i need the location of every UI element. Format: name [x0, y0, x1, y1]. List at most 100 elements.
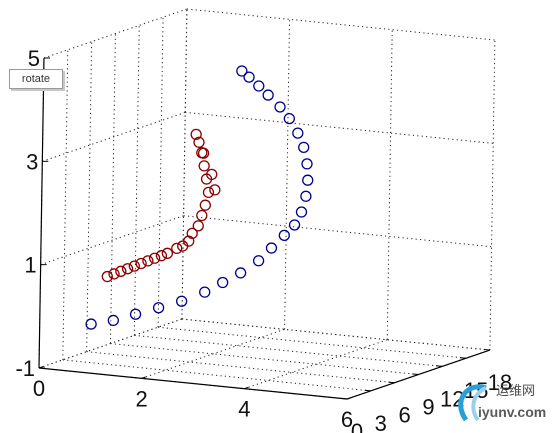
data-point [107, 314, 119, 327]
grid-line [134, 334, 443, 367]
x-tick-label: 6 [341, 407, 353, 432]
grid-line [62, 49, 69, 360]
grid-line [109, 33, 116, 344]
y-tick-label: 18 [488, 370, 512, 395]
watermark-url-text: iyunv.com [478, 404, 547, 420]
data-point [265, 242, 278, 254]
data-point [209, 184, 221, 196]
data-point [252, 255, 265, 267]
data-point [196, 209, 208, 222]
grid-line [386, 29, 393, 340]
data-point [217, 276, 229, 289]
watermark-logo-icon [458, 384, 487, 422]
z-tick-label: 3 [26, 149, 38, 174]
data-point [292, 127, 304, 139]
data-point [142, 255, 154, 267]
data-point [193, 136, 205, 148]
data-point [129, 308, 142, 320]
z-tick-label: 5 [28, 46, 40, 71]
data-point [175, 295, 188, 307]
data-point [278, 229, 290, 242]
z-axis-line [38, 57, 45, 369]
y-tick-mark [412, 373, 419, 376]
grid-line [86, 41, 93, 352]
data-point [199, 199, 211, 211]
rotate-tooltip: rotate [9, 69, 63, 89]
grid-line [62, 359, 371, 392]
data-point [197, 147, 210, 159]
grid-line [185, 111, 494, 144]
data-point [206, 168, 218, 181]
data-point [85, 318, 97, 330]
z-tick-label: -1 [15, 356, 35, 381]
data-point [152, 302, 165, 314]
data-point [236, 65, 248, 77]
watermark-chinese-text: 运维网 [496, 384, 536, 399]
blue-series [85, 65, 314, 330]
data-point [262, 89, 274, 101]
x-tick-mark [141, 376, 146, 379]
y-tick-label: 9 [422, 395, 434, 420]
x-axis-line [38, 367, 348, 400]
z-tick-label: 1 [24, 253, 36, 278]
data-point [274, 101, 286, 113]
y-tick-mark [388, 381, 395, 384]
grid-line [43, 8, 188, 59]
grid-line [110, 343, 419, 376]
y-tick-label: 6 [398, 403, 410, 428]
data-point [283, 112, 295, 125]
data-point [161, 247, 174, 259]
grid-line [86, 351, 395, 384]
data-point [148, 252, 161, 264]
data-point [155, 250, 168, 262]
data-point [186, 227, 198, 240]
x-tick-label: 4 [238, 397, 250, 422]
data-point [101, 270, 113, 283]
grid-lines [38, 8, 496, 400]
data-point [121, 263, 134, 275]
grid-line [42, 111, 186, 162]
data-point [295, 206, 308, 218]
grid-line [181, 9, 188, 320]
data-point [190, 128, 202, 141]
y-tick-mark [483, 348, 490, 351]
y-tick-mark [459, 357, 467, 359]
grid-line [141, 328, 285, 379]
data-point [202, 186, 215, 199]
data-point [198, 160, 210, 172]
x-tick-mark [244, 386, 249, 390]
axis-frame [38, 57, 491, 400]
y-tick-label: 0 [351, 419, 363, 433]
red-series [101, 128, 221, 283]
data-point [300, 190, 312, 202]
data-point [253, 80, 265, 92]
x-tick-label: 0 [33, 376, 45, 401]
y-tick-mark [340, 397, 348, 400]
x-tick-mark [346, 397, 352, 400]
y-tick-label: 3 [375, 411, 387, 433]
data-point [128, 260, 141, 272]
grid-line [284, 19, 291, 330]
grid-line [489, 40, 496, 351]
data-point [298, 141, 310, 153]
data-point [243, 71, 255, 83]
x-tick-label: 2 [136, 386, 148, 411]
data-point [301, 158, 313, 170]
data-point [108, 268, 120, 280]
data-point [171, 242, 183, 255]
grid-line [158, 326, 467, 359]
grid-line [244, 339, 388, 390]
y-tick-mark [436, 365, 443, 367]
grid-line [133, 25, 140, 336]
data-point [234, 267, 247, 279]
data-point [192, 220, 204, 232]
data-point [135, 257, 147, 270]
grid-line [157, 17, 164, 328]
y-tick-mark [364, 389, 371, 392]
grid-line [181, 318, 490, 351]
grid-line [186, 8, 495, 41]
data-point [302, 174, 314, 186]
grid-line [183, 215, 492, 248]
